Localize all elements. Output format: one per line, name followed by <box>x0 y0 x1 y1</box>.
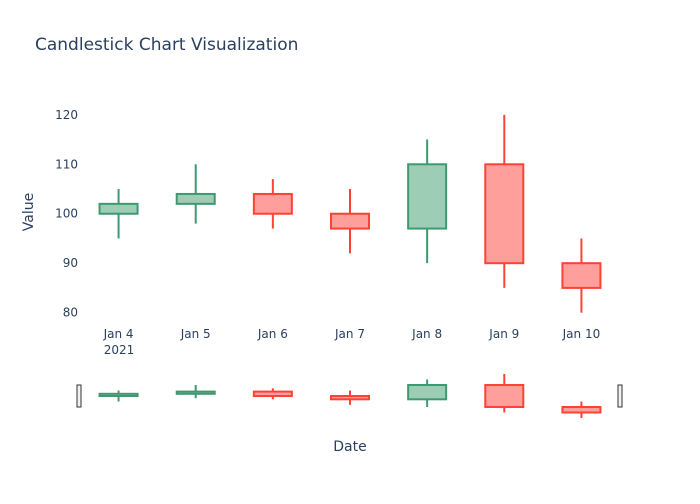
candle[interactable] <box>252 179 293 229</box>
y-tick-label: 120 <box>55 108 78 122</box>
range-slider-candle[interactable] <box>484 374 525 413</box>
y-tick-label: 100 <box>55 207 78 221</box>
range-slider-candle[interactable] <box>175 385 216 399</box>
range-slider[interactable] <box>76 374 623 419</box>
x-tick-label: Jan 5 <box>180 327 211 341</box>
x-tick-label: Jan 10 <box>562 327 601 341</box>
x-tick-label: Jan 9 <box>488 327 519 341</box>
candle-body <box>330 395 370 401</box>
candle-body <box>561 262 602 289</box>
candle-body <box>330 212 370 230</box>
candle-body <box>561 406 602 414</box>
range-slider-candle[interactable] <box>330 390 370 405</box>
x-tick-label: Jan 7 <box>334 327 365 341</box>
candles-main <box>98 114 602 313</box>
candle-body <box>175 192 216 205</box>
candle[interactable] <box>175 164 216 224</box>
candle-body <box>407 384 448 401</box>
y-axis-label: Value <box>21 193 37 231</box>
candle-body <box>407 163 448 230</box>
y-tick-label: 90 <box>63 256 78 270</box>
candle-body <box>484 163 525 265</box>
range-slider-candle[interactable] <box>561 401 602 419</box>
x-tick-label: Jan 4 <box>103 327 134 341</box>
range-slider-candle[interactable] <box>98 390 139 402</box>
chart-title: Candlestick Chart Visualization <box>35 35 298 55</box>
candle[interactable] <box>561 238 602 313</box>
x-axis-year-label: 2021 <box>104 343 135 357</box>
candle-body <box>98 202 139 215</box>
range-slider-candle[interactable] <box>407 379 448 408</box>
candle-body <box>252 390 293 398</box>
range-slider-right-handle[interactable] <box>617 384 623 408</box>
x-axis-label: Date <box>333 439 366 455</box>
candle[interactable] <box>98 189 139 239</box>
candle-body <box>98 392 139 397</box>
candle-body <box>175 390 216 395</box>
x-tick-label: Jan 8 <box>411 327 442 341</box>
y-axis-ticks: 80 90 100 110 120 <box>55 108 78 320</box>
candle[interactable] <box>407 139 448 264</box>
y-tick-label: 80 <box>63 306 78 320</box>
range-slider-candle[interactable] <box>252 388 293 400</box>
y-tick-label: 110 <box>55 157 78 171</box>
x-tick-label: Jan 6 <box>257 327 288 341</box>
candle-body <box>252 192 293 215</box>
range-slider-left-handle[interactable] <box>76 384 82 408</box>
x-axis-ticks: Jan 4 Jan 5 Jan 6 Jan 7 Jan 8 Jan 9 Jan 10 <box>103 327 601 341</box>
candle-body <box>484 384 525 408</box>
candle[interactable] <box>484 114 525 288</box>
candle[interactable] <box>330 189 370 254</box>
